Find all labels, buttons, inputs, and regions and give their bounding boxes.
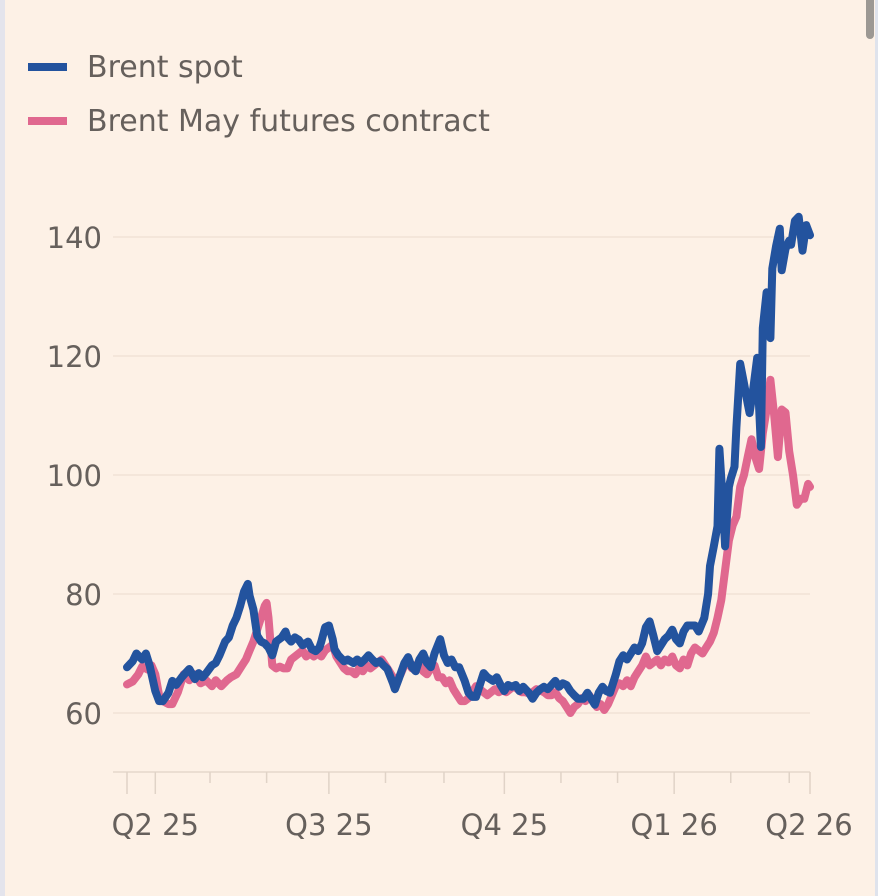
window-left-border bbox=[0, 0, 5, 896]
legend-item-brent-may-futures: Brent May futures contract bbox=[28, 94, 490, 148]
x-tick-label-q2-25: Q2 25 bbox=[112, 808, 199, 842]
x-tick-label-q3-25: Q3 25 bbox=[285, 808, 372, 842]
y-tick-label-80: 80 bbox=[65, 578, 102, 612]
legend-item-brent-spot: Brent spot bbox=[28, 40, 490, 94]
series-lines bbox=[123, 212, 814, 717]
x-tick-label-q1-26: Q1 26 bbox=[630, 808, 717, 842]
y-tick-label-60: 60 bbox=[65, 697, 102, 731]
y-tick-label-120: 120 bbox=[47, 340, 102, 374]
y-tick-label-140: 140 bbox=[47, 221, 102, 255]
scrollbar-thumb[interactable] bbox=[866, 0, 874, 39]
legend-label-brent-spot: Brent spot bbox=[87, 49, 243, 85]
series-line-brent-may-futures-contract bbox=[123, 375, 814, 717]
x-tick-label-q4-25: Q4 25 bbox=[461, 808, 548, 842]
y-axis: 60 80 100 120 140 bbox=[47, 221, 102, 731]
legend-swatch-brent-may-futures bbox=[28, 117, 67, 125]
legend-swatch-brent-spot bbox=[28, 63, 67, 71]
window-right-border bbox=[875, 0, 878, 896]
x-axis: Q2 25 Q3 25 Q4 25 Q1 26 Q2 26 bbox=[112, 771, 853, 842]
series-line-brent-spot bbox=[123, 212, 814, 709]
x-tick-label-q2-26: Q2 26 bbox=[765, 808, 852, 842]
gridlines bbox=[113, 236, 810, 714]
y-tick-label-100: 100 bbox=[47, 459, 102, 493]
chart-legend: Brent spot Brent May futures contract bbox=[28, 40, 490, 148]
legend-label-brent-may-futures: Brent May futures contract bbox=[87, 103, 490, 139]
